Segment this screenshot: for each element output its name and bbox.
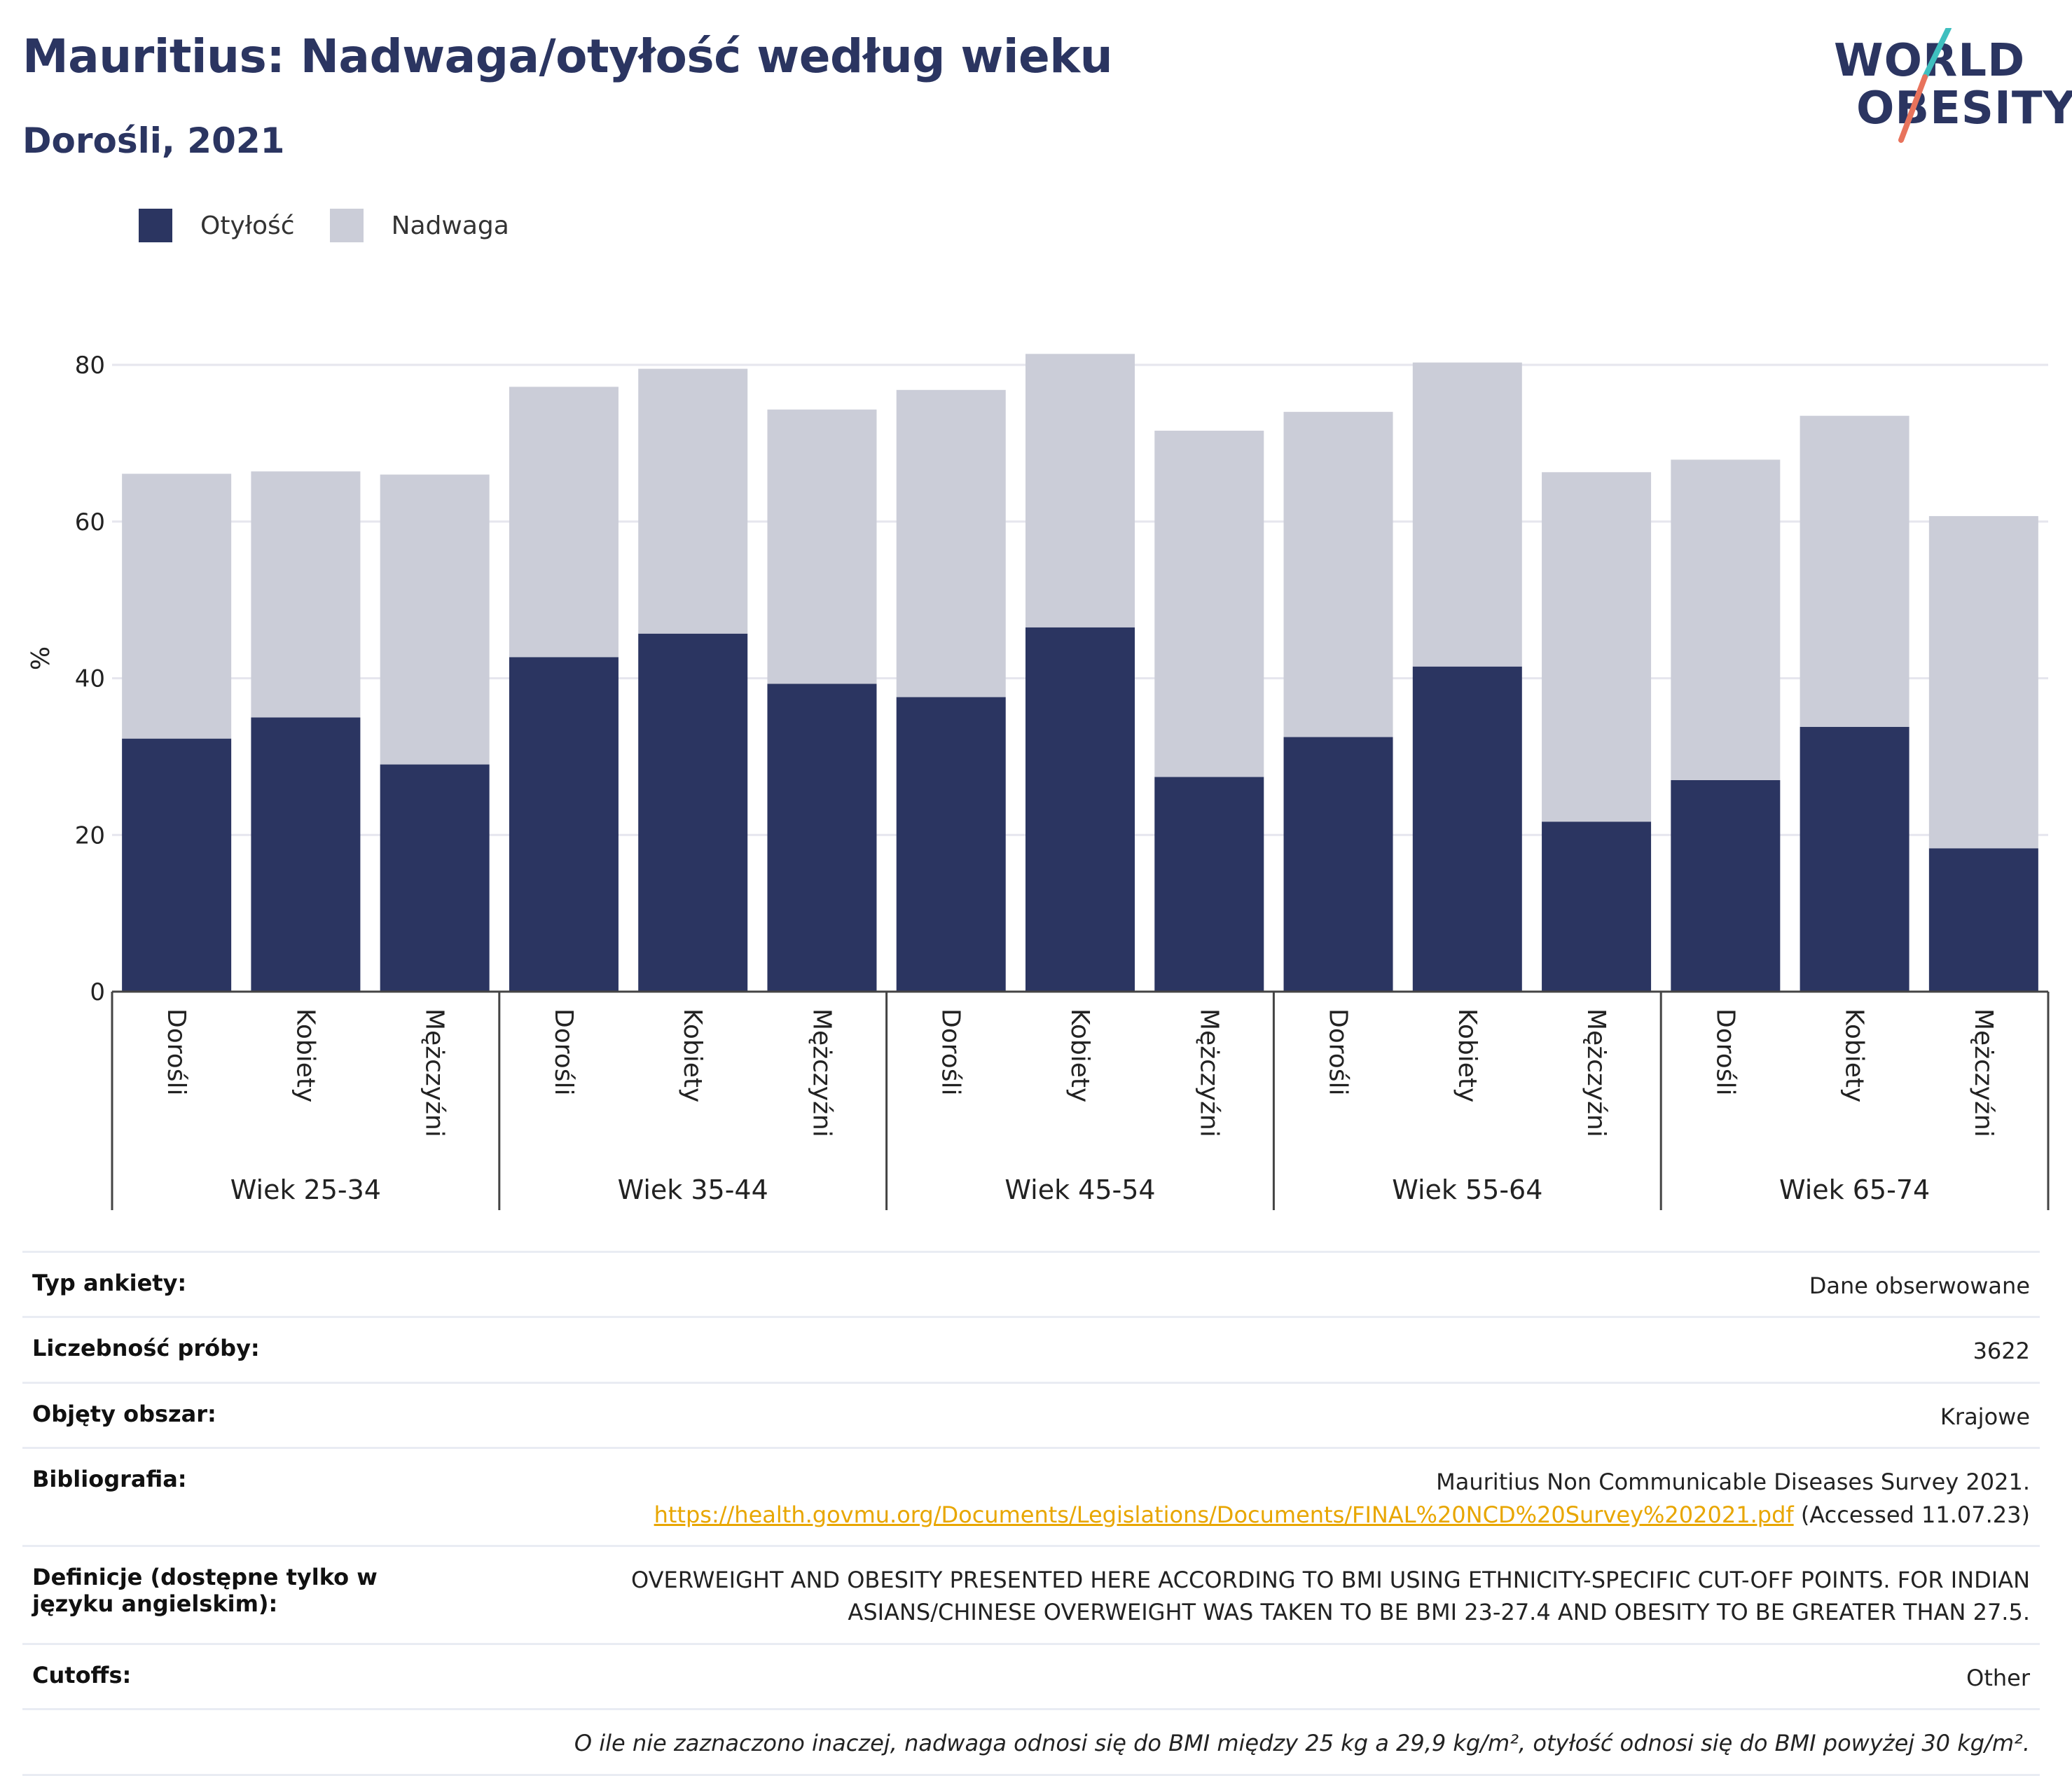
bar-otylosc bbox=[1800, 726, 1909, 992]
bibliography-link[interactable]: https://health.govmu.org/Documents/Legis… bbox=[654, 1501, 1794, 1528]
x-group-label: Wiek 25-34 bbox=[230, 1174, 381, 1205]
bar-otylosc bbox=[1154, 777, 1264, 992]
x-category-label: Mężczyźni bbox=[1969, 1008, 1998, 1137]
legend-swatch-nadwaga bbox=[329, 209, 364, 242]
bar-otylosc bbox=[1928, 848, 2038, 992]
legend-label-otylosc: Otyłość bbox=[200, 211, 295, 240]
bar-nadwaga bbox=[122, 473, 232, 739]
bar-nadwaga bbox=[1283, 412, 1393, 737]
info-row-area: Objęty obszar: Krajowe bbox=[22, 1381, 2040, 1447]
info-value: OVERWEIGHT AND OBESITY PRESENTED HERE AC… bbox=[631, 1566, 2030, 1626]
info-row-bibliography: Bibliografia: Mauritius Non Communicable… bbox=[22, 1447, 2040, 1545]
bar-nadwaga bbox=[1928, 515, 2038, 849]
x-category-label: Mężczyźni bbox=[420, 1008, 449, 1137]
info-value: Dane obserwowane bbox=[1809, 1272, 2030, 1299]
x-category-label: Dorośli bbox=[937, 1008, 965, 1096]
x-category-label: Kobiety bbox=[291, 1008, 319, 1102]
footnote: O ile nie zaznaczono inaczej, nadwaga od… bbox=[574, 1730, 2030, 1757]
x-category-label: Kobiety bbox=[1840, 1008, 1869, 1102]
world-obesity-logo: WORLD OBESITY bbox=[1828, 28, 2072, 154]
info-value: Krajowe bbox=[1940, 1403, 2030, 1430]
x-category-label: Kobiety bbox=[1065, 1008, 1094, 1102]
logo-line1: WORLD bbox=[1834, 35, 2026, 87]
x-category-label: Mężczyźni bbox=[1582, 1008, 1610, 1137]
info-value: 3622 bbox=[1973, 1338, 2030, 1365]
x-category-label: Mężczyźni bbox=[807, 1008, 836, 1137]
bar-nadwaga bbox=[509, 387, 619, 658]
x-category-label: Mężczyźni bbox=[1194, 1008, 1223, 1137]
bar-otylosc bbox=[638, 633, 748, 992]
x-category-label: Dorośli bbox=[1324, 1008, 1353, 1096]
bar-nadwaga bbox=[251, 471, 361, 718]
y-tick-label: 20 bbox=[75, 821, 105, 849]
bibliography-accessed: (Accessed 11.07.23) bbox=[1800, 1501, 2030, 1528]
info-key: Objęty obszar: bbox=[32, 1400, 216, 1427]
stacked-bar-chart: 0 20 40 60 80% Dorośli Kobiety Mężczyźni Wiek 25… bbox=[27, 352, 2050, 1210]
bar-otylosc bbox=[1412, 666, 1522, 992]
bar-otylosc bbox=[251, 717, 361, 992]
info-row-survey-type: Typ ankiety: Dane obserwowane bbox=[22, 1251, 2040, 1316]
bar-otylosc bbox=[1542, 821, 1652, 992]
info-row-definitions: Definicje (dostępne tylko w języku angie… bbox=[22, 1544, 2040, 1643]
info-key: Cutoffs: bbox=[32, 1661, 132, 1688]
x-group-label: Wiek 65-74 bbox=[1779, 1174, 1930, 1205]
bar-otylosc bbox=[122, 738, 232, 992]
info-row-cutoffs: Cutoffs: Other bbox=[22, 1642, 2040, 1708]
x-category-label: Dorośli bbox=[549, 1008, 578, 1096]
logo-slash-icon bbox=[1898, 28, 1952, 143]
info-value: Other bbox=[1966, 1664, 2030, 1691]
bar-nadwaga bbox=[767, 409, 877, 684]
bibliography-title: Mauritius Non Communicable Diseases Surv… bbox=[1436, 1469, 2030, 1496]
bar-otylosc bbox=[509, 657, 619, 992]
legend: Otyłość Nadwaga bbox=[139, 209, 544, 242]
info-key: Typ ankiety: bbox=[32, 1270, 187, 1296]
logo-line2: OBESITY bbox=[1856, 83, 2072, 134]
bar-nadwaga bbox=[1154, 430, 1264, 777]
y-axis-label: % bbox=[27, 646, 55, 670]
bar-nadwaga bbox=[896, 389, 1006, 698]
x-group-label: Wiek 35-44 bbox=[618, 1174, 768, 1205]
info-value: Mauritius Non Communicable Diseases Surv… bbox=[654, 1466, 2030, 1531]
bar-nadwaga bbox=[380, 474, 490, 765]
bar-nadwaga bbox=[1542, 472, 1652, 822]
y-tick-label: 80 bbox=[75, 352, 105, 380]
y-tick-label: 60 bbox=[75, 508, 105, 536]
bar-otylosc bbox=[767, 684, 877, 992]
x-category-label: Kobiety bbox=[1453, 1008, 1482, 1102]
x-group-label: Wiek 55-64 bbox=[1392, 1174, 1542, 1205]
x-category-label: Dorośli bbox=[162, 1008, 191, 1096]
info-key: Bibliografia: bbox=[32, 1466, 187, 1493]
bar-otylosc bbox=[896, 697, 1006, 992]
footnote-row: O ile nie zaznaczono inaczej, nadwaga od… bbox=[22, 1708, 2040, 1776]
info-key: Liczebność próby: bbox=[32, 1335, 260, 1362]
page-subtitle: Dorośli, 2021 bbox=[22, 120, 285, 161]
bar-otylosc bbox=[380, 764, 490, 992]
legend-item-otylosc[interactable]: Otyłość bbox=[139, 209, 295, 242]
y-tick-label: 0 bbox=[90, 978, 105, 1006]
legend-item-nadwaga[interactable]: Nadwaga bbox=[329, 209, 509, 242]
info-key: Definicje (dostępne tylko w języku angie… bbox=[32, 1563, 378, 1617]
info-table: Typ ankiety: Dane obserwowane Liczebność… bbox=[22, 1251, 2040, 1776]
info-row-sample-size: Liczebność próby: 3622 bbox=[22, 1316, 2040, 1381]
x-category-label: Kobiety bbox=[678, 1008, 707, 1102]
bar-nadwaga bbox=[1025, 354, 1135, 627]
page-title: Mauritius: Nadwaga/otyłość według wieku bbox=[22, 29, 1113, 83]
y-tick-label: 40 bbox=[75, 665, 105, 693]
bar-otylosc bbox=[1671, 779, 1781, 992]
bar-nadwaga bbox=[638, 368, 748, 634]
bar-otylosc bbox=[1283, 737, 1393, 992]
legend-swatch-otylosc bbox=[139, 209, 172, 242]
bar-otylosc bbox=[1025, 627, 1135, 992]
x-category-label: Dorośli bbox=[1711, 1008, 1739, 1096]
bar-nadwaga bbox=[1800, 415, 1909, 727]
bar-nadwaga bbox=[1412, 362, 1522, 667]
legend-label-nadwaga: Nadwaga bbox=[391, 211, 509, 240]
bar-nadwaga bbox=[1671, 459, 1781, 780]
x-group-label: Wiek 45-54 bbox=[1004, 1174, 1155, 1205]
